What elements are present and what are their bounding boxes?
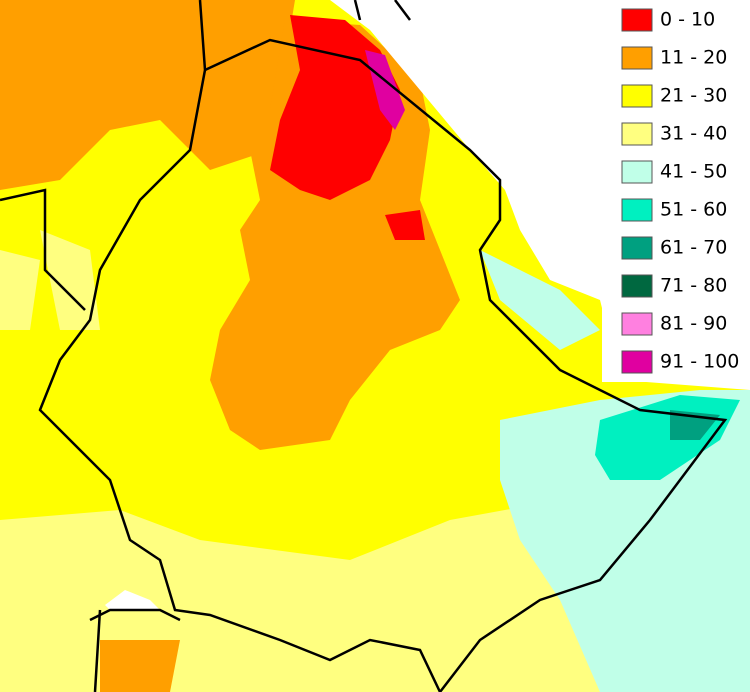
region [0,400,750,692]
legend-label: 51 - 60 [660,199,727,221]
legend-swatch [621,236,653,260]
region [100,640,180,692]
legend-label: 91 - 100 [660,351,739,373]
legend-label: 81 - 90 [660,313,727,335]
legend-label: 31 - 40 [660,123,727,145]
region [0,230,100,330]
legend: 0 - 10 11 - 20 21 - 30 31 - 40 41 - 50 51 - 6… [602,0,750,382]
lake [105,590,160,610]
legend-swatch [621,8,653,32]
legend-label: 0 - 10 [660,9,715,31]
legend-swatch [621,198,653,222]
legend-label: 71 - 80 [660,275,727,297]
legend-label: 21 - 30 [660,85,727,107]
border [204,38,728,692]
region [210,20,460,450]
legend-swatch [621,274,653,298]
legend-swatch [621,312,653,336]
legend-label: 41 - 50 [660,161,727,183]
legend-label: 11 - 20 [660,47,727,69]
border [0,188,86,311]
border [89,608,181,692]
borders [0,0,728,692]
legend-swatch [621,84,653,108]
legend-swatch [621,160,653,184]
legend-label: 61 - 70 [660,237,727,259]
legend-swatch [621,350,653,374]
coast [353,0,411,21]
border [38,0,442,692]
region [365,50,405,130]
region [0,0,295,190]
legend-swatch [621,122,653,146]
legend-swatch [621,46,653,70]
